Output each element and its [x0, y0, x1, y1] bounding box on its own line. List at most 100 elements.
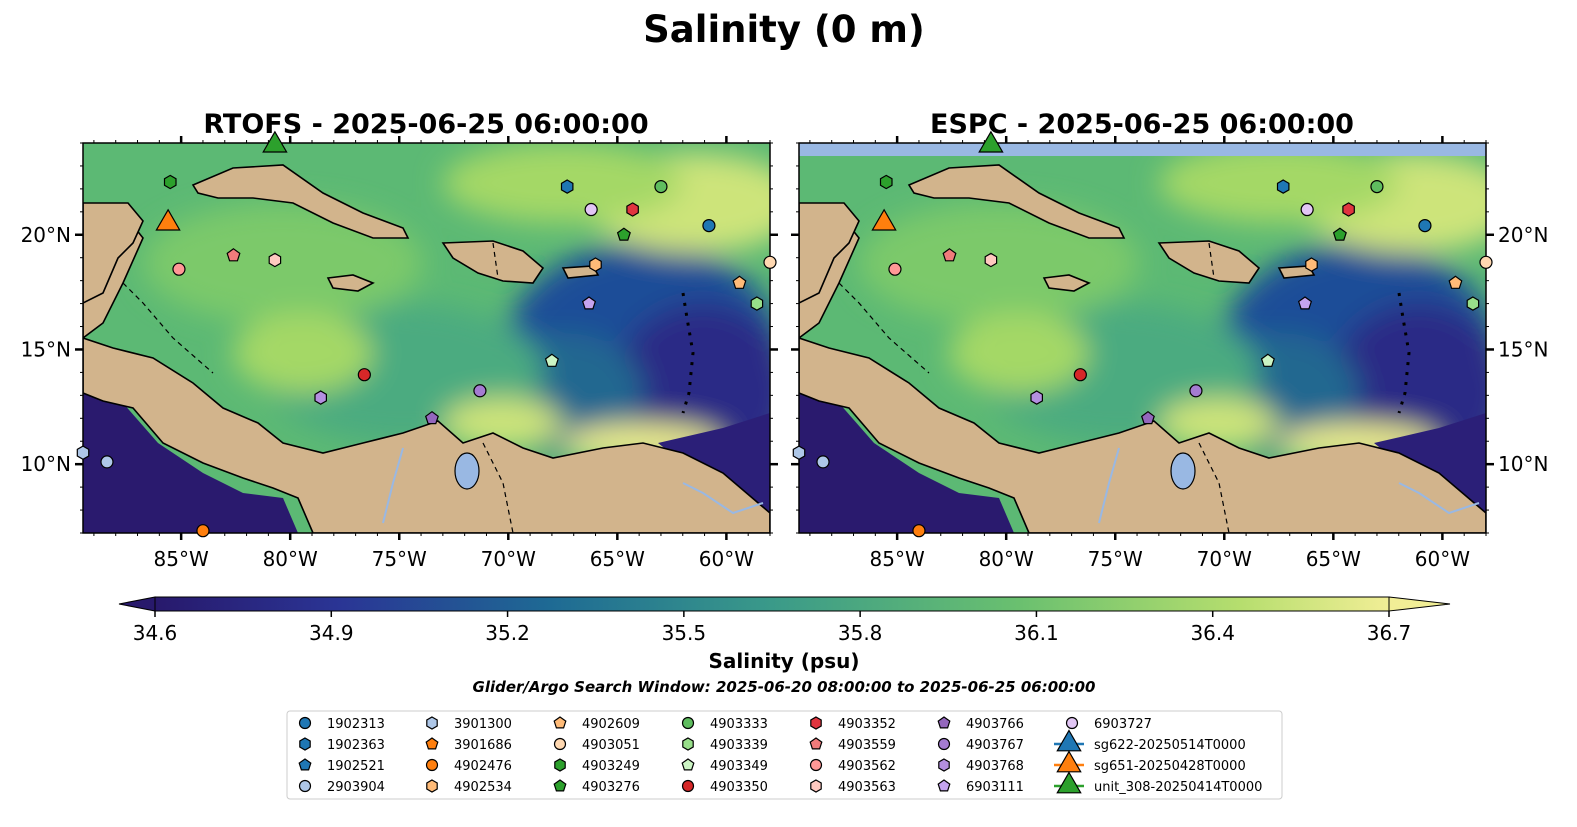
legend-marker-1902363 [299, 737, 311, 751]
legend-marker-1902313 [298, 716, 312, 730]
colorbar-tick-label: 35.2 [485, 621, 530, 645]
legend-entry-1902363: 1902363 [299, 737, 385, 753]
marker-4903559-espc [942, 248, 957, 262]
marker-4903276-rtofs [616, 227, 631, 241]
legend-label: 4903350 [710, 780, 768, 795]
legend-entry-3901686: 3901686 [425, 737, 512, 753]
colorbar-tick-label: 34.9 [309, 621, 354, 645]
legend-label: 4903768 [966, 759, 1024, 774]
marker-4902534-rtofs [589, 257, 602, 272]
marker-4903559-rtofs [226, 248, 241, 262]
marker-1902363-rtofs [560, 179, 574, 194]
legend-label: 4903562 [838, 759, 896, 774]
lon-tick-label: 80°W [263, 547, 318, 571]
lat-tick-label: 10°N [21, 452, 71, 476]
legend-entry-4903249: 4903249 [554, 758, 640, 774]
legend-marker-4903767 [937, 737, 951, 751]
marker-4903051-rtofs [763, 255, 777, 269]
legend-entry-sg622-20250514T0000: sg622-20250514T0000 [1054, 729, 1246, 753]
legend-entry-4903276: 4903276 [553, 779, 640, 795]
legend-label: 4902476 [454, 759, 512, 774]
legend-entry-6903727: 6903727 [1065, 716, 1152, 732]
legend-entry-6903111: 6903111 [937, 779, 1024, 795]
legend-label: 6903727 [1094, 717, 1152, 732]
legend-entry-4903768: 4903768 [938, 758, 1024, 774]
legend-marker-4903276 [553, 779, 567, 792]
legend-marker-4902476 [425, 758, 439, 772]
legend-entry-4903766: 4903766 [937, 716, 1024, 732]
figure-title: Salinity (0 m) [643, 8, 925, 51]
legend-label: unit_308-20250414T0000 [1094, 780, 1262, 795]
legend-label: 1902313 [327, 717, 385, 732]
marker-unit_308-20250414T0000-rtofs [262, 130, 288, 153]
marker-6903111-rtofs [581, 296, 597, 310]
marker-6903727-rtofs [584, 202, 598, 217]
marker-4903766-rtofs [424, 410, 439, 425]
legend-marker-unit_308-20250414T0000 [1056, 771, 1082, 794]
map-panel-espc [799, 143, 1486, 533]
legend-entry-1902521: 1902521 [298, 758, 385, 774]
legend: 1902313 1902363 1902521 2903904 3901300 39016… [286, 710, 1283, 800]
lon-tick-label: 70°W [1197, 547, 1252, 571]
marker-4902534-espc [1305, 257, 1318, 272]
legend-label: 4903051 [582, 738, 640, 753]
legend-marker-3901300 [426, 716, 438, 730]
legend-marker-4903349 [681, 758, 695, 771]
legend-label: sg622-20250514T0000 [1094, 738, 1246, 753]
legend-marker-6903727 [1065, 716, 1079, 730]
legend-label: 4903766 [966, 717, 1024, 732]
marker-1902313-rtofs [702, 218, 716, 233]
legend-label: 2903904 [327, 780, 385, 795]
colorbar-tick-label: 36.7 [1367, 621, 1412, 645]
legend-label: 4903352 [838, 717, 896, 732]
marker-4903767-rtofs [473, 384, 487, 398]
lon-tick-label: 85°W [870, 547, 925, 571]
legend-label: 1902521 [327, 759, 385, 774]
lon-tick-label: 80°W [979, 547, 1034, 571]
search-window-note: Glider/Argo Search Window: 2025-06-20 08… [473, 678, 1096, 696]
marker-2903904-espc [816, 455, 830, 469]
legend-entry-4903562: 4903562 [809, 758, 896, 774]
marker-4903562-espc [888, 262, 902, 276]
lon-tick-label: 65°W [590, 547, 645, 571]
legend-label: 3901686 [454, 738, 512, 753]
lon-tick-label: 85°W [154, 547, 209, 571]
legend-marker-3901686 [425, 737, 439, 750]
legend-entry-4903051: 4903051 [553, 737, 640, 753]
marker-4903333-espc [1370, 179, 1384, 194]
marker-3901300-espc [792, 445, 806, 460]
legend-marker-4903562 [809, 758, 823, 772]
marker-1902363-espc [1276, 179, 1290, 194]
colorbar-label: Salinity (psu) [708, 649, 859, 673]
marker-unit_308-20250414T0000-espc [978, 130, 1004, 153]
colorbar-tick-label: 36.1 [1014, 621, 1059, 645]
legend-entry-4902534: 4902534 [426, 779, 512, 795]
marker-4903051-espc [1479, 255, 1493, 269]
marker-4902476-rtofs [196, 524, 210, 538]
legend-marker-4903350 [681, 779, 695, 793]
legend-marker-4903559 [809, 737, 823, 750]
legend-label: 4903333 [710, 717, 768, 732]
marker-4903768-espc [1030, 390, 1044, 405]
marker-4903339-rtofs [750, 296, 764, 311]
lat-tick-label: 15°N [21, 337, 71, 361]
legend-marker-1902521 [298, 758, 312, 771]
legend-marker-4903333 [681, 716, 695, 730]
colorbar-tick-label: 36.4 [1190, 621, 1235, 645]
lon-tick-label: 75°W [1088, 547, 1143, 571]
legend-label: 4902534 [454, 780, 512, 795]
colorbar-tick-label: 34.6 [133, 621, 178, 645]
legend-marker-4903339 [682, 737, 694, 751]
legend-entry-1902313: 1902313 [298, 716, 385, 732]
legend-label: 3901300 [454, 717, 512, 732]
legend-marker-4903768 [938, 758, 950, 772]
legend-marker-4902609 [553, 716, 567, 729]
legend-label: sg651-20250428T0000 [1094, 759, 1246, 774]
markers-layer [76, 130, 1493, 538]
marker-2903904-rtofs [100, 455, 114, 469]
legend-marker-2903904 [298, 779, 312, 793]
legend-entry-4903333: 4903333 [681, 716, 768, 732]
lon-tick-label: 75°W [372, 547, 427, 571]
marker-4903349-espc [1260, 353, 1275, 367]
